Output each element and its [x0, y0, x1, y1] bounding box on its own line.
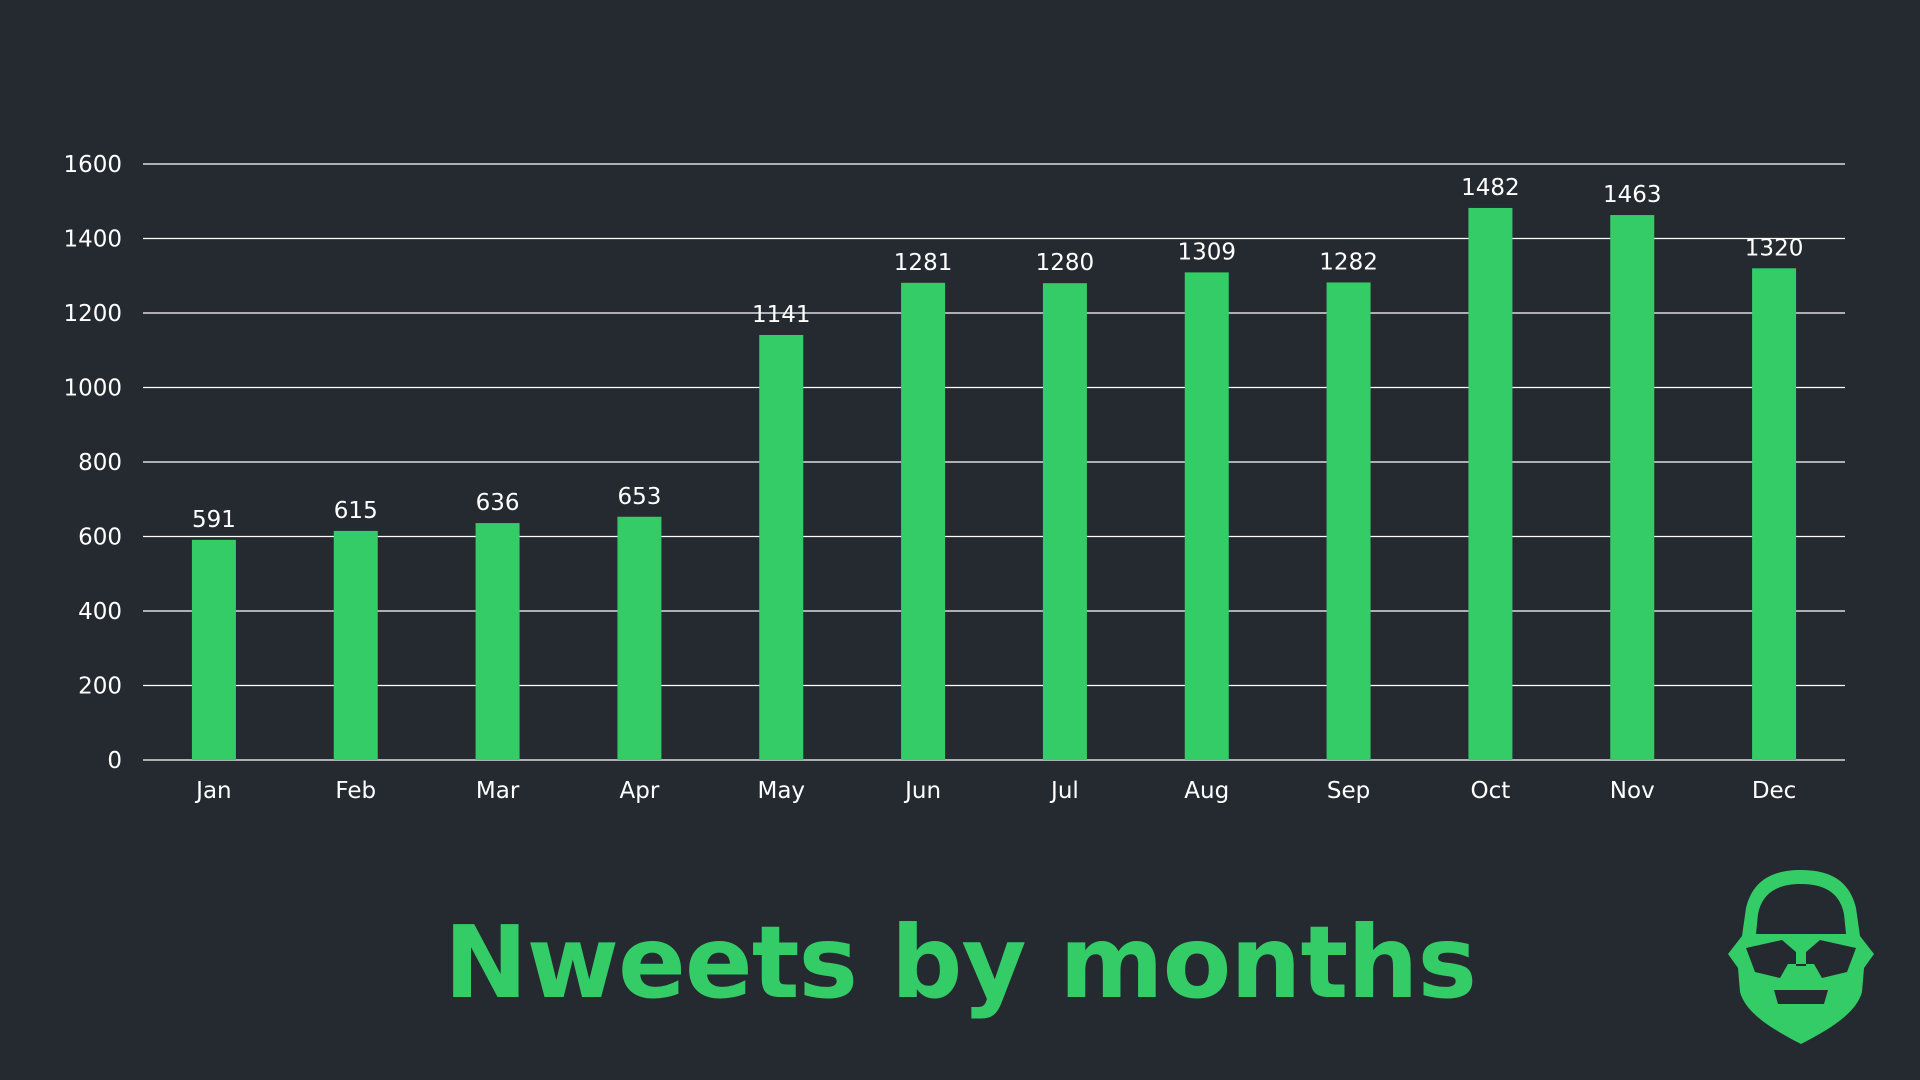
bar-dec [1752, 268, 1797, 760]
x-category-label: Aug [1184, 778, 1229, 804]
data-label: 1320 [1745, 235, 1804, 261]
data-label: 1141 [752, 302, 811, 328]
data-label: 1280 [1036, 250, 1095, 276]
x-axis-category-labels: Jan Feb Mar Apr May Jun Jul Aug Sep Oct Nov Dec [194, 778, 1796, 804]
bar-oct [1468, 207, 1513, 760]
x-category-label: Nov [1610, 778, 1655, 804]
data-label: 1309 [1177, 239, 1236, 265]
x-category-label: Dec [1752, 778, 1797, 804]
data-label: 1482 [1461, 175, 1520, 201]
x-category-label: Sep [1327, 778, 1370, 804]
chart-area: 0 200 400 600 800 1000 1200 1400 1600 591 615 636 6… [63, 152, 1845, 804]
x-category-label: Apr [620, 778, 660, 804]
y-tick-label: 0 [107, 748, 122, 774]
data-label: 1463 [1603, 182, 1662, 208]
y-tick-label: 400 [78, 599, 122, 625]
data-label: 1281 [894, 250, 953, 276]
y-tick-label: 200 [78, 674, 122, 700]
x-category-label: Feb [335, 778, 376, 804]
x-category-label: Mar [476, 778, 520, 804]
data-label: 591 [192, 507, 236, 533]
data-labels: 591 615 636 653 1141 1281 1280 1309 1282 1482 1463… [192, 175, 1803, 533]
gridlines [143, 163, 1845, 761]
y-axis-tick-labels: 0 200 400 600 800 1000 1200 1400 1600 [63, 152, 122, 774]
bar-may [759, 334, 804, 760]
bar-aug [1184, 272, 1229, 760]
bar-chart: 0 200 400 600 800 1000 1200 1400 1600 591 615 636 6… [63, 152, 1845, 804]
bar-jan [191, 539, 236, 760]
x-category-label: Jun [903, 778, 941, 804]
data-label: 636 [476, 490, 520, 516]
y-tick-label: 1600 [63, 152, 122, 178]
bar-mar [475, 523, 520, 760]
data-label: 653 [617, 484, 661, 510]
x-category-label: Jan [194, 778, 231, 804]
data-label: 615 [334, 498, 378, 524]
y-tick-label: 600 [78, 525, 122, 551]
x-category-label: Jul [1049, 778, 1079, 804]
y-tick-label: 800 [78, 450, 122, 476]
x-category-label: May [757, 778, 805, 804]
page-title: Nweets by months [443, 904, 1477, 1021]
bar-feb [333, 530, 378, 760]
bars [191, 207, 1797, 761]
bar-nov [1610, 215, 1655, 761]
x-category-label: Oct [1471, 778, 1511, 804]
y-tick-label: 1200 [63, 301, 122, 327]
bar-apr [617, 516, 662, 760]
y-tick-label: 1400 [63, 227, 122, 253]
bar-jul [1042, 283, 1087, 760]
bearded-face-icon [1728, 870, 1874, 1044]
bar-jun [901, 282, 946, 760]
y-tick-label: 1000 [63, 376, 122, 402]
bar-sep [1326, 282, 1371, 760]
data-label: 1282 [1319, 249, 1378, 275]
